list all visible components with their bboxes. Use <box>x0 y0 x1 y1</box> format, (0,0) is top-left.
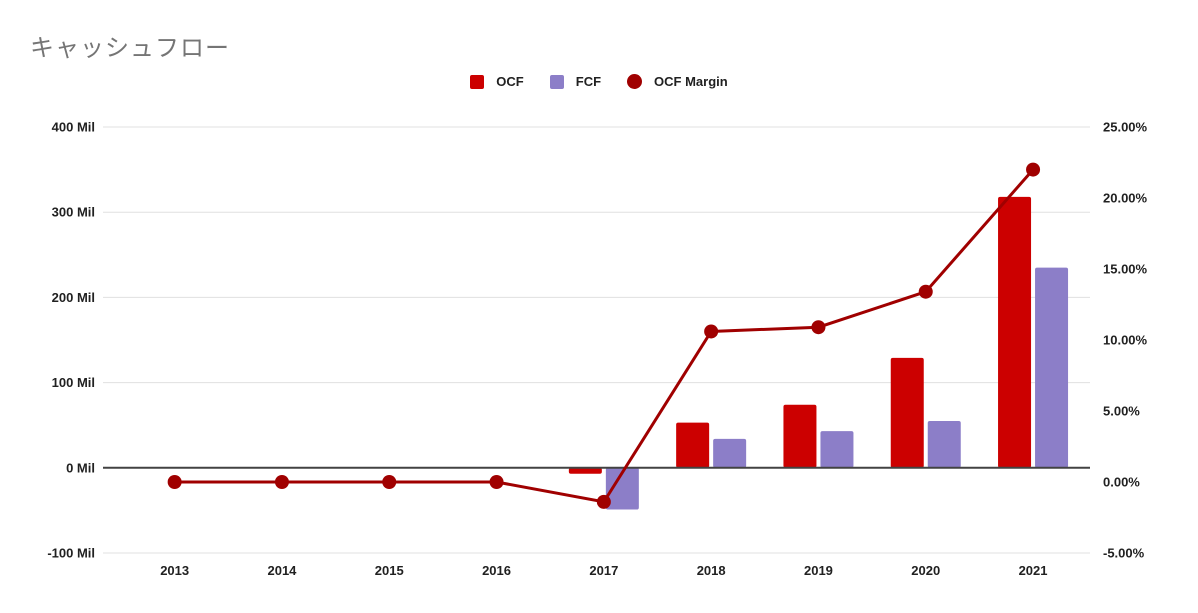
ocf-bar-2020[interactable] <box>890 357 924 468</box>
right-axis-label-25: 25.00% <box>1103 120 1148 135</box>
ocf-swatch-icon <box>470 74 485 89</box>
legend: OCF FCF OCF Margin <box>0 74 1198 89</box>
ocf-bar-2018[interactable] <box>676 422 710 468</box>
right-axis-label-0: 0.00% <box>1103 475 1140 490</box>
x-axis-label-2016: 2016 <box>482 563 511 578</box>
x-axis-label-2019: 2019 <box>804 563 833 578</box>
bar-series <box>568 196 1069 510</box>
ocf-margin-point-2014[interactable] <box>274 475 289 489</box>
legend-label-ocf: OCF <box>496 74 524 89</box>
ocf-margin-point-2018[interactable] <box>704 324 719 339</box>
left-axis-label-0: 0 Mil <box>66 460 95 475</box>
ocf-margin-point-2019[interactable] <box>811 320 826 335</box>
right-axis-label-15: 15.00% <box>1103 262 1148 277</box>
left-axis-label-300: 300 Mil <box>52 205 95 220</box>
x-axis-label-2021: 2021 <box>1019 563 1048 578</box>
right-axis-label-20: 20.00% <box>1103 191 1148 206</box>
fcf-bar-2021[interactable] <box>1035 267 1069 468</box>
right-axis-label--5: -5.00% <box>1103 546 1145 561</box>
ocf-margin-point-2021[interactable] <box>1026 162 1041 177</box>
ocf-margin-point-2013[interactable] <box>167 475 182 489</box>
ocf-margin-point-2020[interactable] <box>918 284 933 299</box>
ocf-bar-2021[interactable] <box>998 196 1032 468</box>
ocf-margin-swatch-icon <box>627 74 643 89</box>
right-axis-label-5: 5.00% <box>1103 404 1140 419</box>
fcf-bar-2017[interactable] <box>605 467 639 510</box>
x-axis-label-2014: 2014 <box>267 563 297 578</box>
x-axis-label-2018: 2018 <box>697 563 726 578</box>
fcf-bar-2020[interactable] <box>927 420 961 468</box>
left-axis-label-400: 400 Mil <box>52 120 95 135</box>
ocf-bar-2019[interactable] <box>783 404 817 468</box>
right-axis-label-10: 10.00% <box>1103 333 1148 348</box>
legend-item-ocf-margin[interactable]: OCF Margin <box>627 74 728 89</box>
left-axis-label-100: 100 Mil <box>52 375 95 390</box>
ocf-margin-point-2017[interactable] <box>596 494 611 509</box>
fcf-bar-2018[interactable] <box>713 438 747 468</box>
legend-item-fcf[interactable]: FCF <box>549 74 602 89</box>
ocf-bar-2017[interactable] <box>568 467 602 474</box>
fcf-bar-2019[interactable] <box>820 431 854 468</box>
x-axis-label-2013: 2013 <box>160 563 189 578</box>
legend-label-fcf: FCF <box>575 74 602 89</box>
x-axis-label-2015: 2015 <box>375 563 404 578</box>
x-axis-label-2020: 2020 <box>911 563 940 578</box>
left-axis-label--100: -100 Mil <box>47 546 95 561</box>
x-axis-label-2017: 2017 <box>589 563 618 578</box>
chart-title: キャッシュフロー <box>30 35 230 62</box>
legend-label-ocf-margin: OCF Margin <box>654 74 728 89</box>
ocf-margin-point-2015[interactable] <box>382 475 397 489</box>
fcf-swatch-icon <box>549 74 564 89</box>
axis-labels: 400 Mil 300 Mil 200 Mil 100 Mil 0 Mil -100 Mi… <box>47 120 1147 579</box>
line-series <box>167 162 1041 509</box>
ocf-margin-point-2016[interactable] <box>489 475 504 489</box>
gridlines <box>103 126 1090 554</box>
left-axis-label-200: 200 Mil <box>52 290 95 305</box>
legend-item-ocf[interactable]: OCF <box>470 74 524 89</box>
